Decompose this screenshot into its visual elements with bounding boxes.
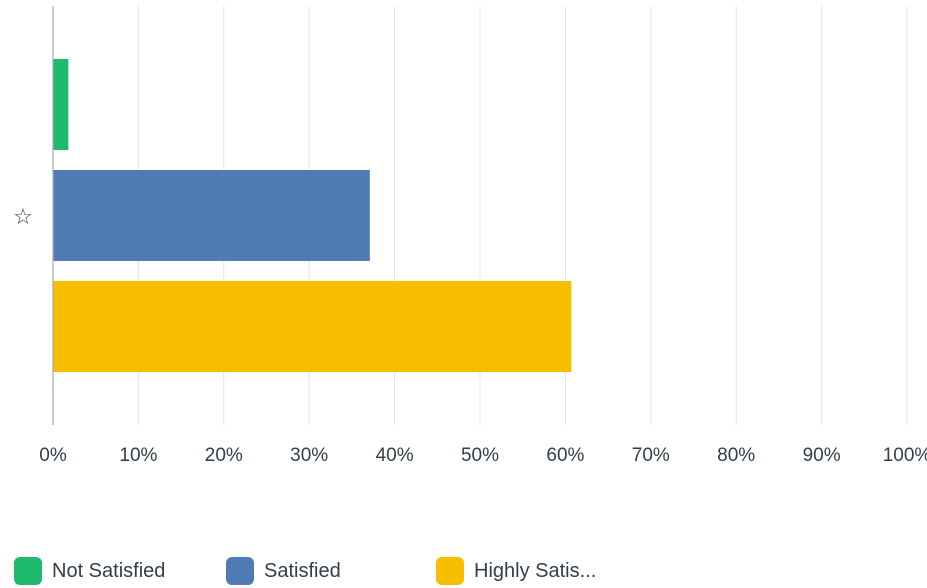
- legend-label-not-satisfied: Not Satisfied: [52, 559, 166, 582]
- bar-chart: 0% 10% 20% 30% 40% 50% 60% 70% 80% 90% 100% ☆: [13, 6, 927, 466]
- x-tick-label: 0%: [39, 445, 67, 466]
- x-tick-label: 50%: [461, 445, 499, 466]
- x-tick-label: 30%: [290, 445, 328, 466]
- legend: Not Satisfied Satisfied Highly Satis...: [0, 556, 927, 588]
- x-tick-label: 10%: [119, 445, 157, 466]
- bar-satisfied[interactable]: [53, 170, 370, 261]
- bars: [53, 59, 572, 372]
- bar-not-satisfied[interactable]: [53, 59, 69, 150]
- x-tick-label: 70%: [632, 445, 670, 466]
- x-tick-label: 20%: [205, 445, 243, 466]
- legend-item-satisfied[interactable]: Satisfied: [226, 556, 341, 586]
- bar-highly-satis[interactable]: [53, 281, 572, 372]
- legend-label-satisfied: Satisfied: [264, 559, 341, 582]
- x-tick-labels: 0% 10% 20% 30% 40% 50% 60% 70% 80% 90% 100%: [39, 445, 927, 466]
- x-tick-label: 80%: [717, 445, 755, 466]
- legend-item-not-satisfied[interactable]: Not Satisfied: [14, 556, 165, 586]
- gridlines: [137, 6, 908, 425]
- x-tick-label: 100%: [883, 445, 927, 466]
- x-tick-label: 90%: [803, 445, 841, 466]
- legend-swatch-highly-satisfied: [436, 557, 464, 585]
- category-label-star-icon: ☆: [13, 205, 33, 230]
- legend-swatch-not-satisfied: [14, 557, 42, 585]
- x-tick-label: 60%: [546, 445, 584, 466]
- x-tick-label: 40%: [376, 445, 414, 466]
- legend-item-highly-satisfied[interactable]: Highly Satis...: [436, 556, 596, 586]
- legend-label-highly-satisfied: Highly Satis...: [474, 559, 597, 582]
- legend-swatch-satisfied: [226, 557, 254, 585]
